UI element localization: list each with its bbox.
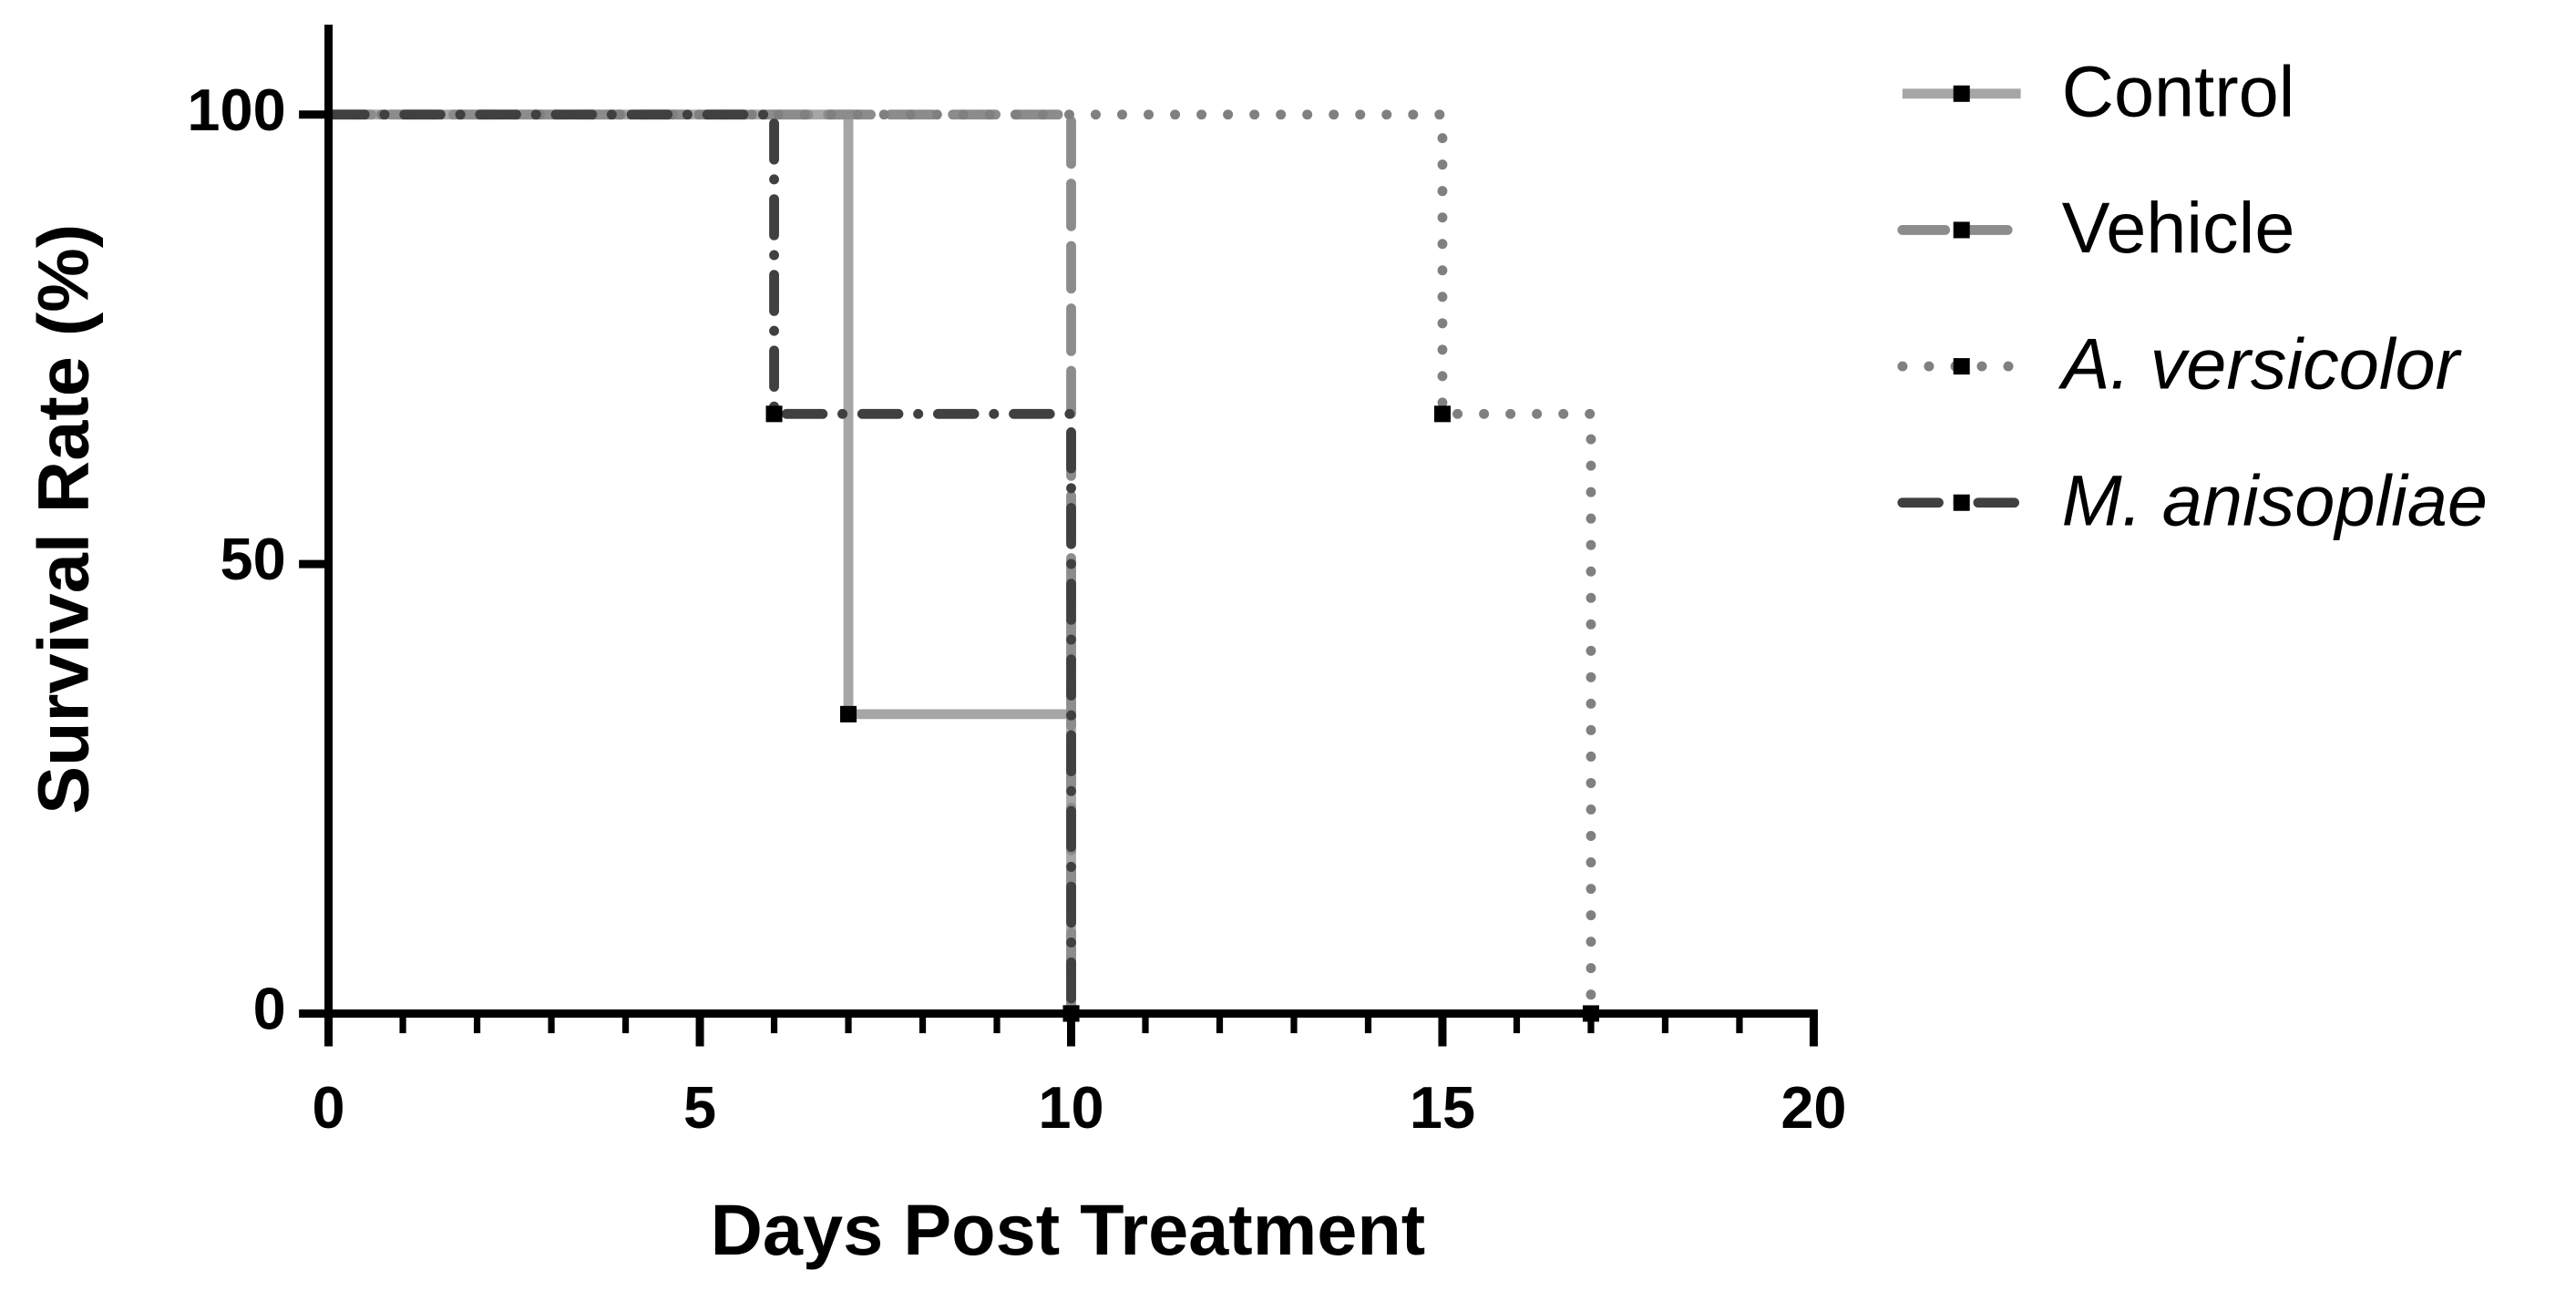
legend-label: Vehicle (2062, 187, 2295, 268)
y-tick-label: 50 (221, 526, 286, 592)
survival-line (323, 109, 1596, 1019)
y-tick-label: 0 (253, 976, 286, 1042)
censor-marker (840, 705, 857, 722)
y-tick-label: 100 (187, 77, 285, 143)
y-axis-title: Survival Rate (%) (23, 224, 104, 814)
legend-marker (1953, 358, 1970, 375)
legend-label: Control (2062, 50, 2295, 131)
survival-line (328, 109, 1076, 1014)
x-tick-label: 15 (1410, 1074, 1475, 1141)
censor-marker (765, 405, 783, 423)
x-tick-label: 10 (1038, 1074, 1103, 1141)
x-tick-label: 20 (1781, 1074, 1846, 1141)
legend-marker (1953, 85, 1970, 102)
x-tick-label: 0 (313, 1074, 345, 1141)
censor-marker (1433, 405, 1451, 423)
legend-label: M. anisopliae (2062, 459, 2488, 540)
x-tick-label: 5 (683, 1074, 716, 1141)
survival-line (323, 109, 1076, 1019)
legend-label: A. versicolor (2058, 323, 2463, 405)
legend-marker (1953, 221, 1970, 239)
x-axis-title: Days Post Treatment (711, 1189, 1426, 1270)
legend-marker (1953, 494, 1970, 511)
survival-line (323, 109, 1076, 1019)
